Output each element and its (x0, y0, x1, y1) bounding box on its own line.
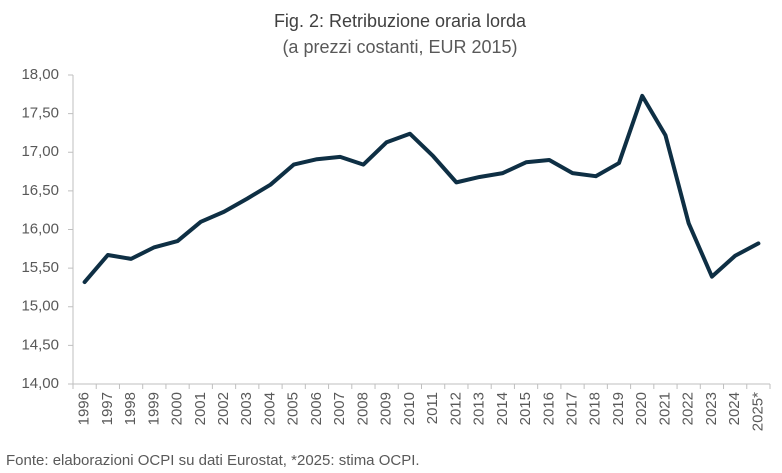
x-tick-label: 2001 (192, 392, 209, 425)
y-tick-label: 18,00 (21, 66, 59, 83)
y-tick-label: 16,50 (21, 182, 59, 199)
x-tick-label: 2020 (633, 392, 650, 425)
x-tick-label: 2014 (494, 392, 511, 425)
y-tick-label: 17,00 (21, 143, 59, 160)
y-tick-label: 17,50 (21, 105, 59, 122)
x-tick-label: 2021 (656, 392, 673, 425)
x-tick-label: 2019 (610, 392, 627, 425)
x-tick-label: 2005 (285, 392, 302, 425)
x-tick-label: 2003 (238, 392, 255, 425)
data-line (82, 93, 761, 285)
x-tick-label: 2025* (749, 392, 766, 431)
x-tick-label: 2018 (587, 392, 604, 425)
y-tick-label: 16,00 (21, 220, 59, 237)
x-tick-label: 2015 (517, 392, 534, 425)
x-tick-label: 2016 (540, 392, 557, 425)
y-tick-label: 14,50 (21, 336, 59, 353)
x-tick-label: 2009 (378, 392, 395, 425)
x-tick-label: 2012 (447, 392, 464, 425)
y-tick-label: 14,00 (21, 375, 59, 392)
x-tick-label: 2000 (169, 392, 186, 425)
x-tick-label: 2024 (726, 392, 743, 425)
x-tick-label: 2002 (215, 392, 232, 425)
x-tick-label: 2006 (308, 392, 325, 425)
chart-title: Fig. 2: Retribuzione oraria lorda (274, 11, 527, 31)
x-tick-label: 2007 (331, 392, 348, 425)
x-tick-label: 1997 (99, 392, 116, 425)
source-note: Fonte: elaborazioni OCPI su dati Eurosta… (6, 452, 420, 469)
x-tick-label: 1999 (145, 392, 162, 425)
x-tick-label: 2011 (424, 392, 441, 424)
x-tick-label: 2008 (354, 392, 371, 425)
x-tick-label: 2017 (563, 392, 580, 425)
x-tick-label: 2022 (680, 392, 697, 425)
x-tick-label: 2010 (401, 392, 418, 425)
x-tick-label: 2023 (703, 392, 720, 425)
x-tick-label: 2013 (471, 392, 488, 425)
y-tick-label: 15,50 (21, 259, 59, 276)
y-tick-label: 15,00 (21, 298, 59, 315)
x-tick-label: 1998 (122, 392, 139, 425)
x-tick-label: 2004 (261, 392, 278, 425)
x-tick-label: 1996 (76, 392, 93, 425)
chart-subtitle: (a prezzi costanti, EUR 2015) (282, 37, 517, 57)
